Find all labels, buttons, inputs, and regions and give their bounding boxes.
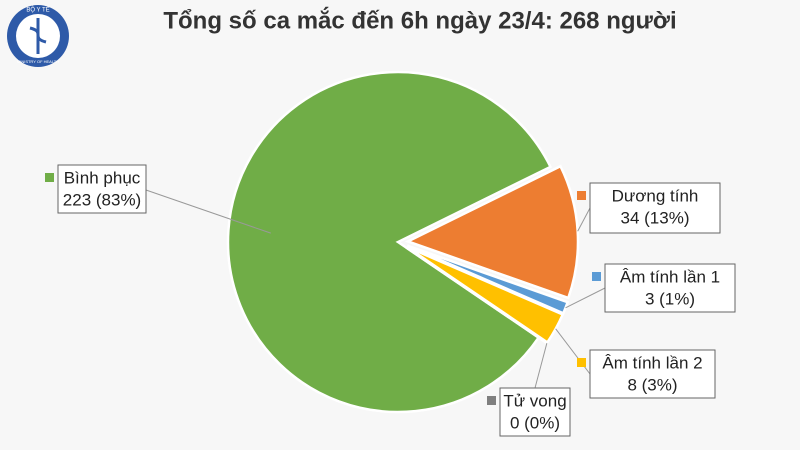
leader-line bbox=[145, 189, 271, 234]
category-label: Tử vong bbox=[503, 391, 566, 410]
label-marker bbox=[577, 358, 586, 367]
label-box bbox=[57, 164, 147, 214]
value-label: 34 (13%) bbox=[621, 208, 690, 227]
logo-bottom: MINISTRY OF HEALTH bbox=[17, 59, 59, 64]
label-box bbox=[589, 349, 716, 399]
value-label: 3 (1%) bbox=[645, 289, 695, 308]
label-marker bbox=[487, 396, 496, 405]
label-box bbox=[499, 387, 571, 437]
chart-title: Tổng số ca mắc đến 6h ngày 23/4: 268 ngư… bbox=[163, 6, 676, 34]
label-box bbox=[604, 263, 736, 313]
value-label: 8 (3%) bbox=[627, 375, 677, 394]
category-label: Bình phục bbox=[64, 168, 141, 187]
category-label: Âm tính lần 1 bbox=[620, 267, 720, 286]
leader-line bbox=[555, 328, 591, 375]
category-label: Dương tính bbox=[612, 186, 699, 205]
category-label: Âm tính lần 2 bbox=[602, 353, 702, 372]
leader-line bbox=[534, 343, 548, 389]
label-marker bbox=[592, 272, 601, 281]
value-label: 223 (83%) bbox=[63, 190, 141, 209]
label-marker bbox=[577, 191, 586, 200]
leader-line bbox=[577, 207, 591, 232]
pie-slice bbox=[404, 164, 580, 300]
logo-symbol bbox=[29, 18, 47, 54]
label-marker bbox=[45, 173, 54, 182]
leader-line bbox=[565, 287, 606, 309]
value-label: 0 (0%) bbox=[510, 413, 560, 432]
logo: BỘ Y TẾ MINISTRY OF HEALTH bbox=[7, 5, 69, 67]
label-box bbox=[589, 182, 721, 234]
logo-top: BỘ Y TẾ bbox=[26, 7, 49, 14]
pie-slice bbox=[226, 70, 553, 414]
